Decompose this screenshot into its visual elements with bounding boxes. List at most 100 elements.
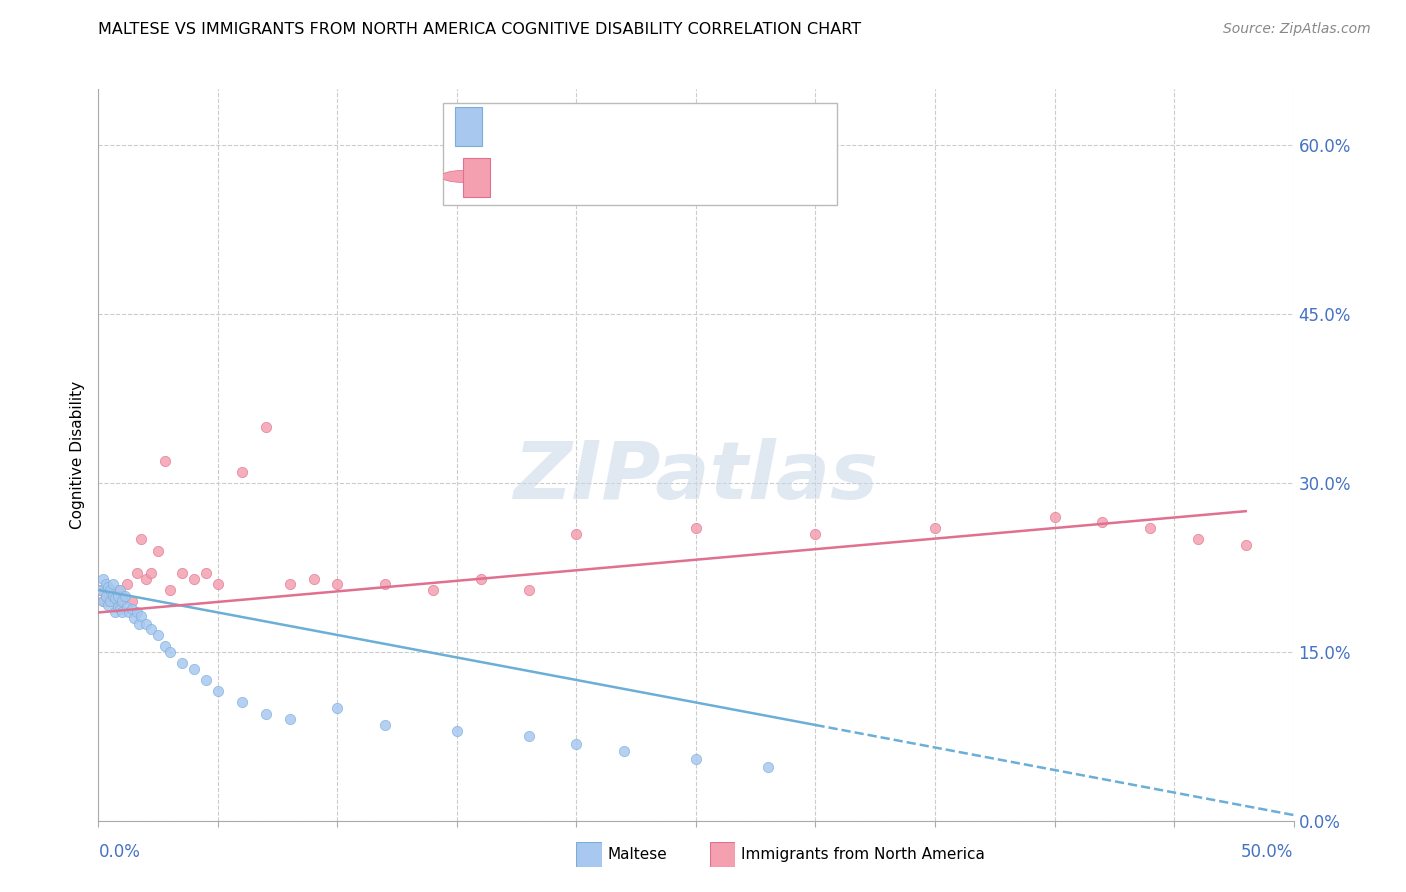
Point [517, 582, 540, 597]
Point [422, 582, 444, 597]
Point [326, 701, 349, 715]
Point [685, 521, 707, 535]
FancyBboxPatch shape [443, 103, 837, 205]
Point [111, 594, 134, 608]
Point [97, 594, 120, 608]
Point [125, 606, 148, 620]
Point [131, 608, 153, 623]
Point [924, 521, 946, 535]
Point [326, 577, 349, 591]
Point [155, 639, 177, 653]
Point [118, 606, 141, 620]
Point [278, 712, 301, 726]
Point [101, 589, 124, 603]
Point [98, 582, 122, 597]
Point [254, 706, 277, 721]
Point [804, 526, 827, 541]
Point [446, 723, 468, 738]
Point [121, 594, 143, 608]
Point [101, 577, 124, 591]
Point [183, 662, 205, 676]
Point [254, 419, 277, 434]
Point [115, 599, 138, 614]
Point [90, 582, 112, 597]
Circle shape [441, 170, 488, 183]
Point [1043, 509, 1066, 524]
Point [302, 572, 325, 586]
Point [124, 611, 146, 625]
Point [172, 656, 194, 670]
Text: R =  0.183  N = 41: R = 0.183 N = 41 [506, 169, 671, 184]
Point [97, 580, 120, 594]
Point [115, 577, 138, 591]
Point [183, 572, 205, 586]
Point [121, 602, 143, 616]
Point [135, 616, 157, 631]
Point [128, 616, 150, 631]
Point [207, 577, 229, 591]
Text: 0.0%: 0.0% [98, 843, 141, 861]
Point [91, 594, 114, 608]
Point [231, 465, 253, 479]
Y-axis label: Cognitive Disability: Cognitive Disability [69, 381, 84, 529]
Point [374, 718, 396, 732]
Point [104, 606, 127, 620]
Point [139, 623, 162, 637]
Point [108, 594, 131, 608]
Point [148, 628, 170, 642]
Point [1234, 538, 1257, 552]
Text: 50.0%: 50.0% [1241, 843, 1294, 861]
Text: ZIPatlas: ZIPatlas [513, 438, 879, 516]
Point [107, 582, 129, 597]
Point [685, 752, 707, 766]
Point [565, 526, 588, 541]
Point [101, 589, 124, 603]
Point [91, 594, 114, 608]
Text: Source: ZipAtlas.com: Source: ZipAtlas.com [1223, 22, 1371, 37]
Point [107, 589, 129, 603]
Point [91, 572, 114, 586]
Point [104, 594, 127, 608]
Point [108, 602, 131, 616]
Point [159, 645, 181, 659]
Text: Immigrants from North America: Immigrants from North America [741, 847, 984, 862]
Point [107, 599, 129, 614]
Point [517, 729, 540, 743]
Point [1139, 521, 1161, 535]
Point [756, 759, 779, 773]
Point [194, 673, 218, 687]
Point [98, 594, 122, 608]
Point [104, 591, 127, 605]
FancyBboxPatch shape [576, 842, 602, 867]
Point [94, 577, 117, 591]
Point [111, 589, 134, 603]
FancyBboxPatch shape [710, 842, 735, 867]
Point [159, 582, 181, 597]
FancyBboxPatch shape [463, 158, 491, 197]
Text: MALTESE VS IMMIGRANTS FROM NORTH AMERICA COGNITIVE DISABILITY CORRELATION CHART: MALTESE VS IMMIGRANTS FROM NORTH AMERICA… [98, 22, 862, 37]
Point [207, 684, 229, 698]
Point [131, 533, 153, 547]
Point [108, 582, 131, 597]
Point [172, 566, 194, 580]
Point [114, 589, 136, 603]
Point [470, 572, 492, 586]
Point [111, 606, 134, 620]
Point [155, 453, 177, 467]
Point [148, 543, 170, 558]
Point [1187, 533, 1209, 547]
Point [97, 598, 120, 612]
Point [613, 744, 636, 758]
Point [125, 566, 148, 580]
Text: R = -0.424  N = 47: R = -0.424 N = 47 [498, 119, 662, 134]
Point [94, 589, 117, 603]
Point [231, 696, 253, 710]
Point [135, 572, 157, 586]
Point [139, 566, 162, 580]
Text: Maltese: Maltese [607, 847, 666, 862]
Point [90, 582, 112, 597]
Point [1091, 516, 1114, 530]
Point [565, 737, 588, 751]
Point [194, 566, 218, 580]
Point [278, 577, 301, 591]
